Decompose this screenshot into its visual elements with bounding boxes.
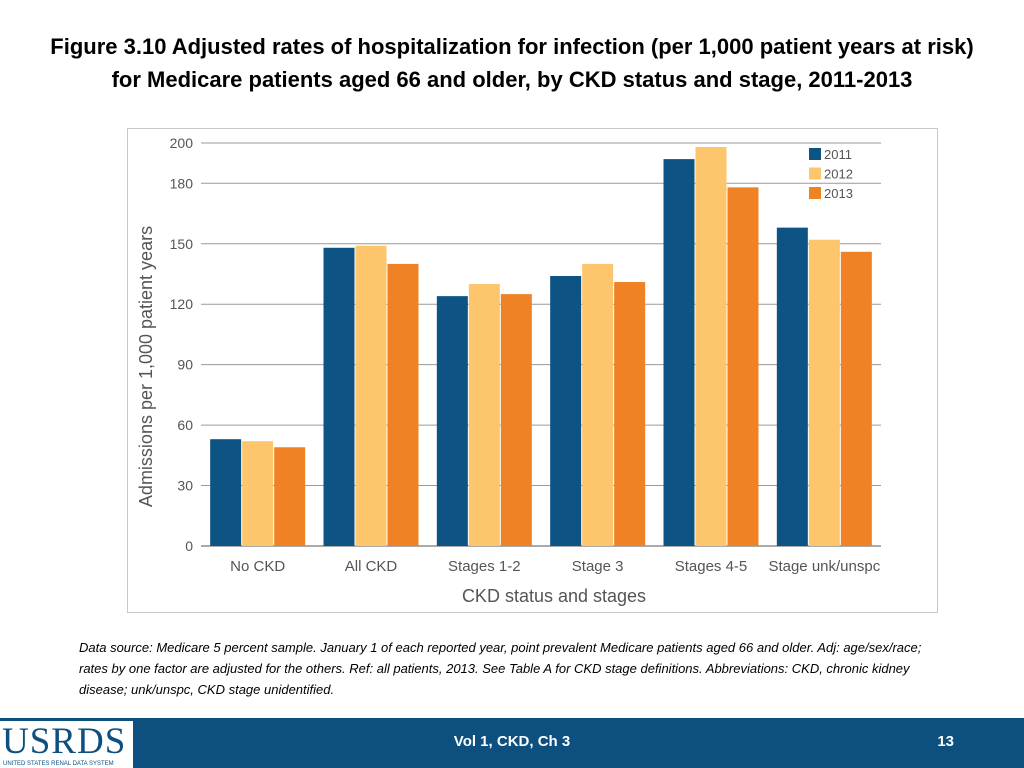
y-tick-label: 90 xyxy=(177,357,193,373)
bar-2011 xyxy=(210,439,242,546)
x-tick-label: Stages 4-5 xyxy=(675,558,748,575)
figure-title-line-1: Figure 3.10 Adjusted rates of hospitaliz… xyxy=(50,34,974,59)
x-tick-label: Stage 3 xyxy=(572,558,624,575)
y-tick-label: 0 xyxy=(185,538,193,554)
y-tick-label: 120 xyxy=(170,296,194,312)
logo-text: USRDS xyxy=(2,721,127,762)
x-tick-label: Stages 1-2 xyxy=(448,558,521,575)
page-number: 13 xyxy=(937,733,954,750)
footer-volume-label: Vol 1, CKD, Ch 3 xyxy=(453,733,571,750)
footer-bar: USRDS UNITED STATES RENAL DATA SYSTEM Vo… xyxy=(0,718,1024,768)
bar-2011 xyxy=(776,227,808,546)
bar-2013 xyxy=(274,447,306,546)
legend-swatch-2012 xyxy=(809,167,821,180)
x-tick-label: All CKD xyxy=(345,558,398,575)
bar-2012 xyxy=(355,245,387,546)
y-tick-label: 200 xyxy=(170,135,194,151)
figure-title-line-2: for Medicare patients aged 66 and older,… xyxy=(111,67,913,92)
bar-2011 xyxy=(550,275,582,546)
logo-subtext: UNITED STATES RENAL DATA SYSTEM xyxy=(3,761,114,767)
bar-2012 xyxy=(695,147,727,546)
bar-2013 xyxy=(840,251,872,546)
y-axis-title: Admissions per 1,000 patient years xyxy=(136,226,156,507)
figure-title: Figure 3.10 Adjusted rates of hospitaliz… xyxy=(0,30,1024,96)
bar-2013 xyxy=(727,187,759,546)
data-source-footnote: Data source: Medicare 5 percent sample. … xyxy=(79,640,922,697)
legend-label: 2012 xyxy=(824,167,853,182)
y-tick-label: 60 xyxy=(177,417,193,433)
legend-swatch-2013 xyxy=(809,187,821,199)
bar-2011 xyxy=(323,247,355,546)
x-axis-title: CKD status and stages xyxy=(462,586,646,606)
x-tick-label: No CKD xyxy=(230,558,285,575)
legend-swatch-2011 xyxy=(809,148,821,160)
bar-2012 xyxy=(582,263,614,546)
y-tick-label: 180 xyxy=(170,175,194,191)
bar-2012 xyxy=(242,441,274,546)
y-tick-label: 30 xyxy=(177,478,193,494)
bar-2012 xyxy=(808,239,840,546)
bar-2013 xyxy=(387,263,419,546)
bar-2013 xyxy=(614,282,646,546)
y-tick-label: 150 xyxy=(170,236,194,252)
x-tick-label: Stage unk/unspc xyxy=(768,558,880,575)
bar-2011 xyxy=(436,296,468,546)
usrds-logo: USRDS UNITED STATES RENAL DATA SYSTEM xyxy=(0,718,133,768)
bar-chart: 0 30 60 90 120 150 180 200 No CKD All CKD Stages 1… xyxy=(136,135,881,606)
bar-2011 xyxy=(663,159,695,546)
bar-2013 xyxy=(500,294,532,546)
legend-label: 2013 xyxy=(824,186,853,201)
bar-2012 xyxy=(468,284,500,546)
legend-label: 2011 xyxy=(824,147,852,162)
